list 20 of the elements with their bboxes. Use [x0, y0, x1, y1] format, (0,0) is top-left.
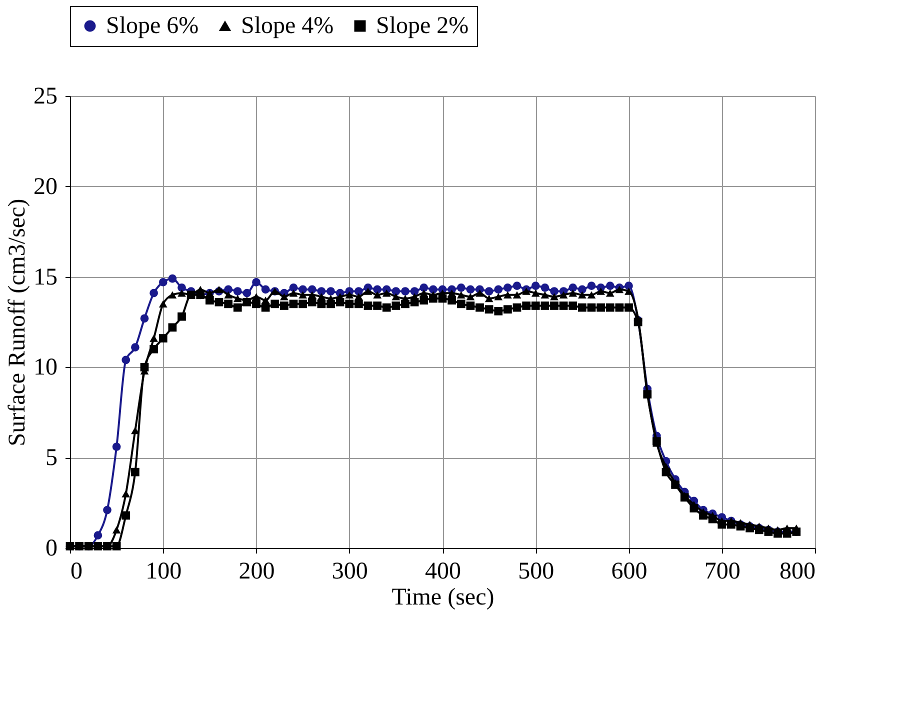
- legend-label: Slope 2%: [376, 13, 469, 39]
- x-tick-label: 100: [146, 558, 182, 584]
- x-tick-label: 700: [704, 558, 740, 584]
- y-tick-label: 20: [34, 174, 58, 200]
- x-axis-title: Time (sec): [392, 584, 494, 610]
- legend-label: Slope 4%: [241, 13, 334, 39]
- y-tick-label: 25: [34, 84, 58, 110]
- y-tick-label: 10: [34, 354, 58, 381]
- x-tick-label: 600: [611, 558, 648, 584]
- y-axis-title: Surface Runoff (cm3/sec): [4, 198, 30, 446]
- y-tick-label: 5: [46, 445, 58, 472]
- y-tick-label: 15: [34, 264, 58, 290]
- x-tick-label: 200: [238, 558, 275, 584]
- legend-label: Slope 6%: [106, 13, 199, 39]
- x-tick-label: 500: [518, 558, 554, 584]
- x-tick-label: 800: [780, 558, 816, 584]
- x-tick-label: 400: [425, 558, 461, 584]
- y-tick-label: 0: [46, 536, 58, 562]
- x-tick-label: 300: [332, 558, 368, 584]
- x-tick-label: 0: [70, 558, 82, 584]
